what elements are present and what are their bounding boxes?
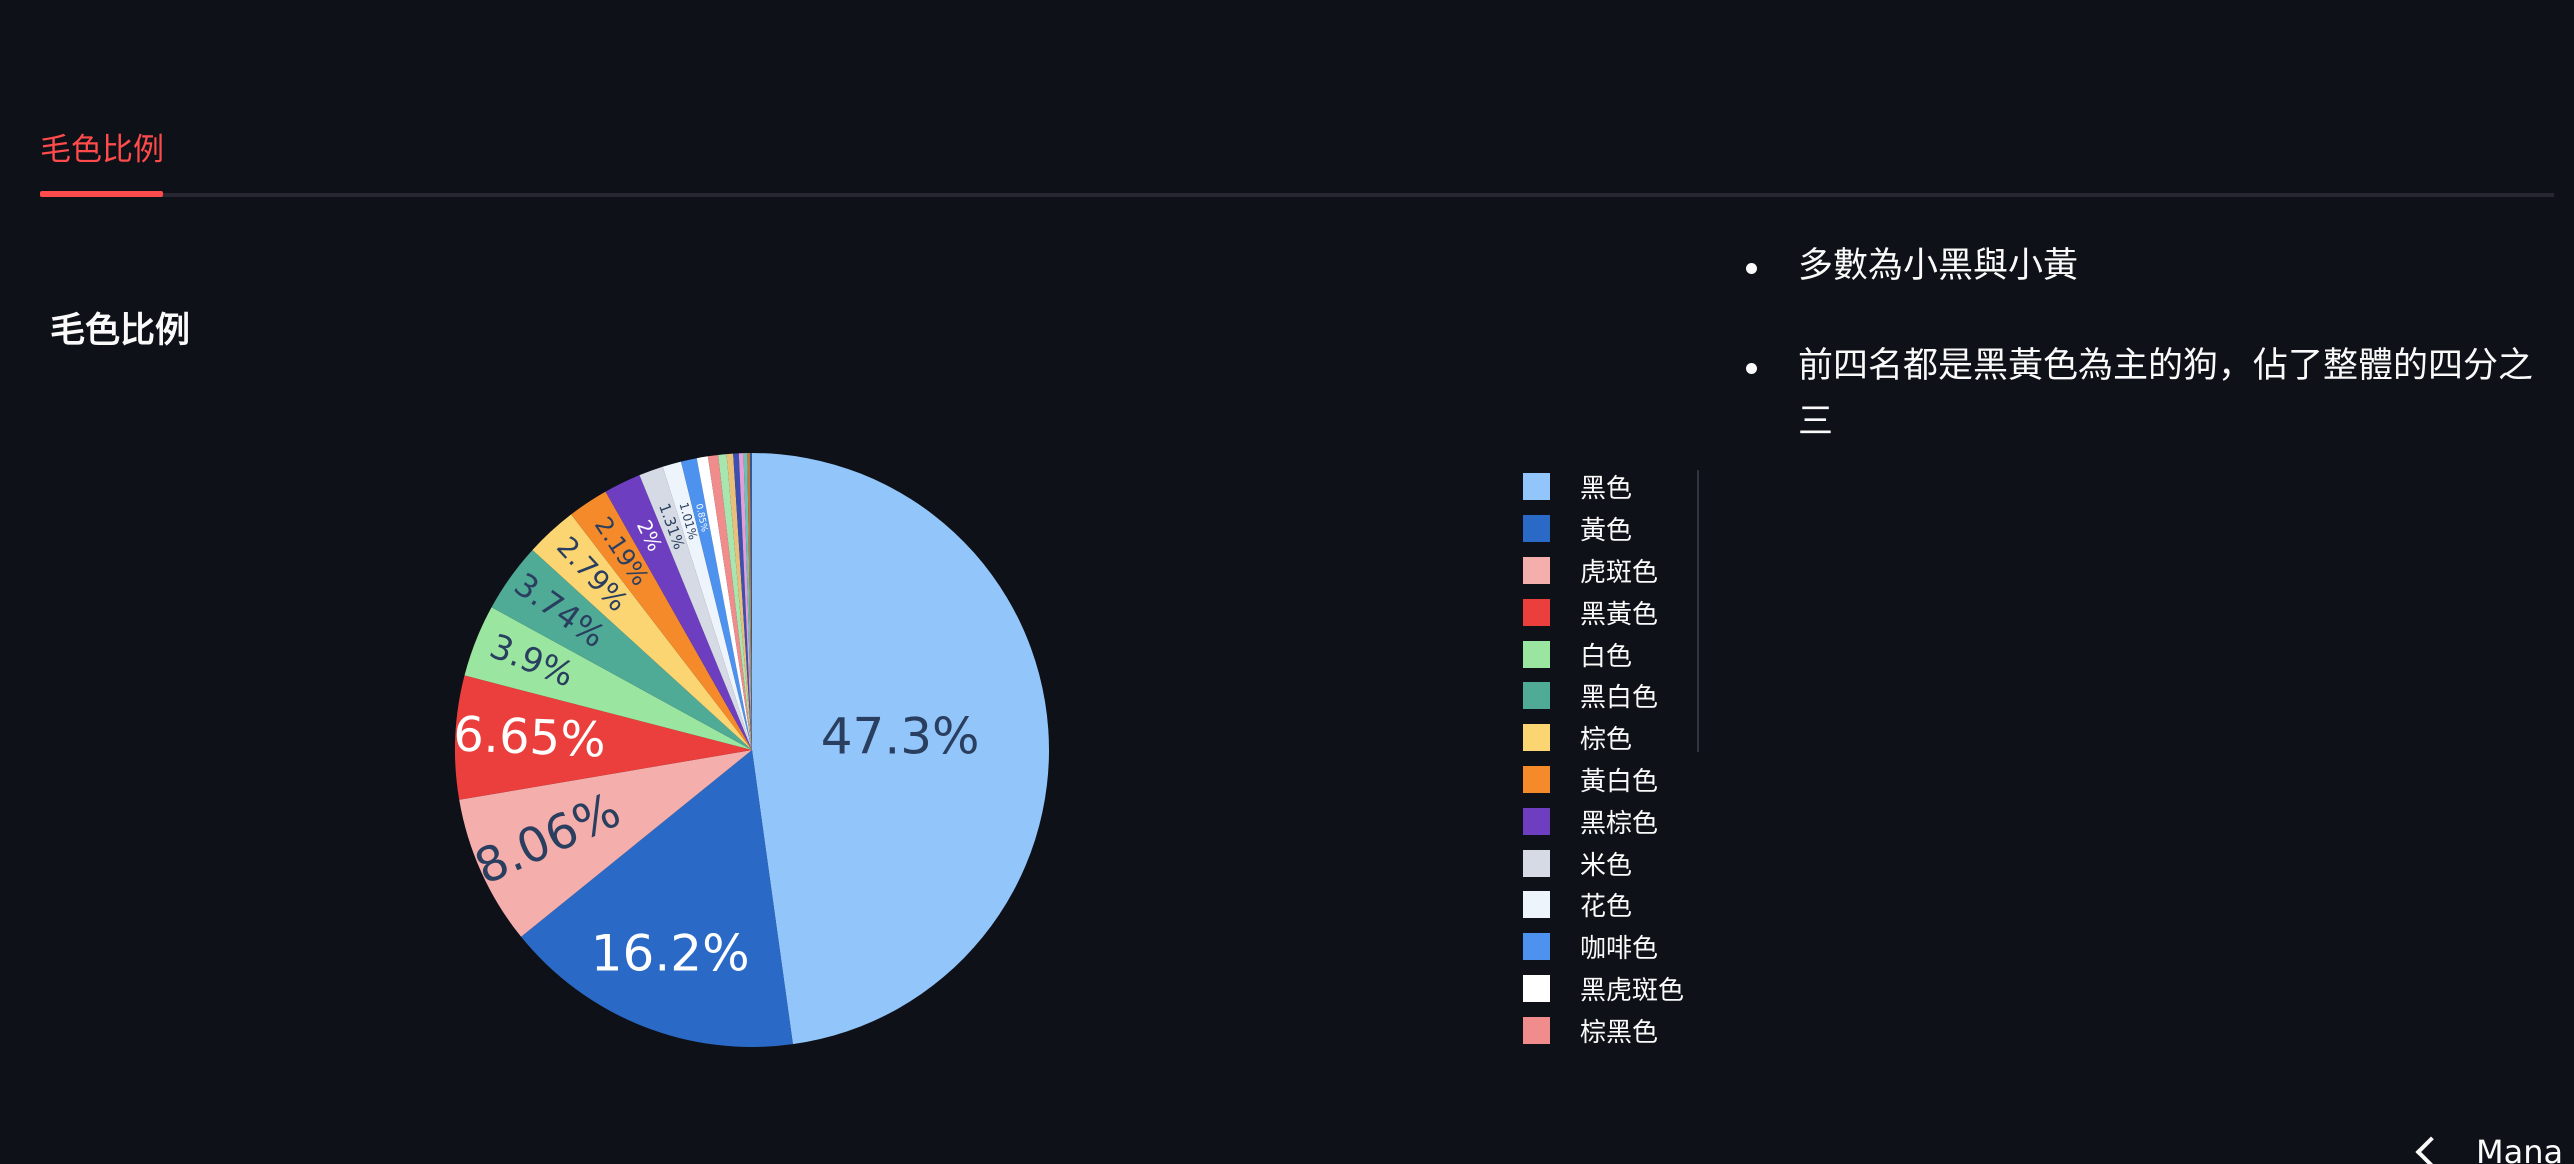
tab-label: 毛色比例: [40, 132, 164, 168]
legend-swatch: [1523, 598, 1550, 626]
legend-swatch: [1523, 891, 1550, 919]
pie-slice[interactable]: [532, 514, 752, 750]
legend-item[interactable]: 黃白色: [1523, 759, 1684, 801]
legend-item[interactable]: 咖啡色: [1523, 926, 1684, 968]
legend-item[interactable]: 白色: [1523, 633, 1684, 675]
legend-label: 米色: [1580, 850, 1633, 881]
legend-item[interactable]: 黑虎斑色: [1523, 968, 1684, 1010]
pie-slice[interactable]: [707, 454, 752, 750]
chevron-left-icon: [2415, 1136, 2447, 1164]
pie-slice[interactable]: [571, 491, 752, 750]
legend-swatch: [1523, 556, 1550, 584]
legend-swatch: [1523, 974, 1550, 1002]
pie-slice[interactable]: [696, 456, 752, 750]
legend-label: 白色: [1580, 641, 1633, 672]
legend-item[interactable]: 花色: [1523, 884, 1684, 926]
pie-slice[interactable]: [738, 453, 752, 750]
legend-swatch: [1523, 807, 1550, 835]
pie-slice[interactable]: [752, 453, 1050, 1045]
pie-slice[interactable]: [459, 750, 752, 937]
legend-label: 棕黑色: [1580, 1017, 1659, 1048]
legend-item[interactable]: 黑黃色: [1523, 591, 1684, 633]
legend-item[interactable]: 棕黑色: [1523, 1009, 1684, 1051]
legend-swatch: [1523, 1016, 1550, 1044]
tab-fur-color[interactable]: 毛色比例: [40, 125, 164, 194]
pie-slice[interactable]: [726, 453, 752, 750]
pie-slice-label: 16.2%: [591, 925, 750, 983]
legend-item[interactable]: 黃色: [1523, 508, 1684, 550]
manage-app-label: Mana: [2476, 1133, 2564, 1164]
insight-list: 多數為小黑與小黃前四名都是黑黃色為主的狗，佔了整體的四分之三: [1740, 238, 2560, 494]
legend-swatch: [1523, 849, 1550, 877]
legend-swatch: [1523, 765, 1550, 793]
pie-slice[interactable]: [605, 475, 752, 750]
pie-slice[interactable]: [733, 453, 752, 750]
legend-scrollbar[interactable]: [1697, 470, 1699, 752]
legend-swatch: [1523, 473, 1550, 501]
legend-label: 黑色: [1580, 474, 1633, 505]
legend-item[interactable]: 黑色: [1523, 466, 1684, 508]
pie-slice[interactable]: [464, 607, 752, 750]
tab-bar-divider: [40, 193, 2554, 197]
legend-label: 黑黃色: [1580, 599, 1659, 630]
chart-legend: 黑色黃色虎斑色黑黃色白色黑白色棕色黃白色黑棕色米色花色咖啡色黑虎斑色棕黑色: [1523, 466, 1684, 1051]
legend-label: 花色: [1580, 892, 1633, 923]
tab-active-indicator: [40, 191, 163, 197]
insight-item: 前四名都是黑黃色為主的狗，佔了整體的四分之三: [1740, 338, 2560, 450]
pie-slice-label: 47.3%: [821, 707, 980, 765]
legend-swatch: [1523, 640, 1550, 668]
legend-label: 虎斑色: [1580, 557, 1659, 588]
legend-item[interactable]: 米色: [1523, 842, 1684, 884]
legend-label: 咖啡色: [1580, 934, 1659, 965]
legend-item[interactable]: 棕色: [1523, 717, 1684, 759]
legend-label: 棕色: [1580, 725, 1633, 756]
legend-item[interactable]: 黑白色: [1523, 675, 1684, 717]
manage-app-button[interactable]: Mana: [2400, 1132, 2563, 1164]
pie-slice[interactable]: [681, 458, 752, 750]
pie-chart[interactable]: 47.3%16.2%8.06%6.65%3.9%3.74%2.79%2.19%2…: [0, 400, 1500, 1100]
pie-slice[interactable]: [521, 750, 793, 1047]
legend-label: 黑棕色: [1580, 808, 1659, 839]
pie-slice[interactable]: [750, 453, 752, 750]
legend-label: 黑虎斑色: [1580, 975, 1685, 1006]
legend-item[interactable]: 黑棕色: [1523, 800, 1684, 842]
pie-slice[interactable]: [718, 454, 752, 750]
tab-bar: 毛色比例: [40, 125, 2554, 199]
legend-swatch: [1523, 933, 1550, 961]
pie-slice[interactable]: [747, 453, 752, 750]
pie-slice[interactable]: [455, 675, 752, 800]
legend-swatch: [1523, 515, 1550, 543]
legend-swatch: [1523, 724, 1550, 752]
legend-label: 黑白色: [1580, 683, 1659, 714]
pie-slice[interactable]: [639, 466, 752, 750]
pie-slice-label: 6.65%: [452, 706, 607, 768]
legend-label: 黃色: [1580, 516, 1633, 547]
pie-slice[interactable]: [491, 549, 752, 750]
pie-slice[interactable]: [743, 453, 752, 750]
chart-title: 毛色比例: [50, 311, 191, 351]
pie-slice[interactable]: [662, 461, 752, 750]
legend-swatch: [1523, 682, 1550, 710]
legend-label: 黃白色: [1580, 766, 1659, 797]
legend-item[interactable]: 虎斑色: [1523, 550, 1684, 592]
insight-item: 多數為小黑與小黃: [1740, 238, 2560, 294]
